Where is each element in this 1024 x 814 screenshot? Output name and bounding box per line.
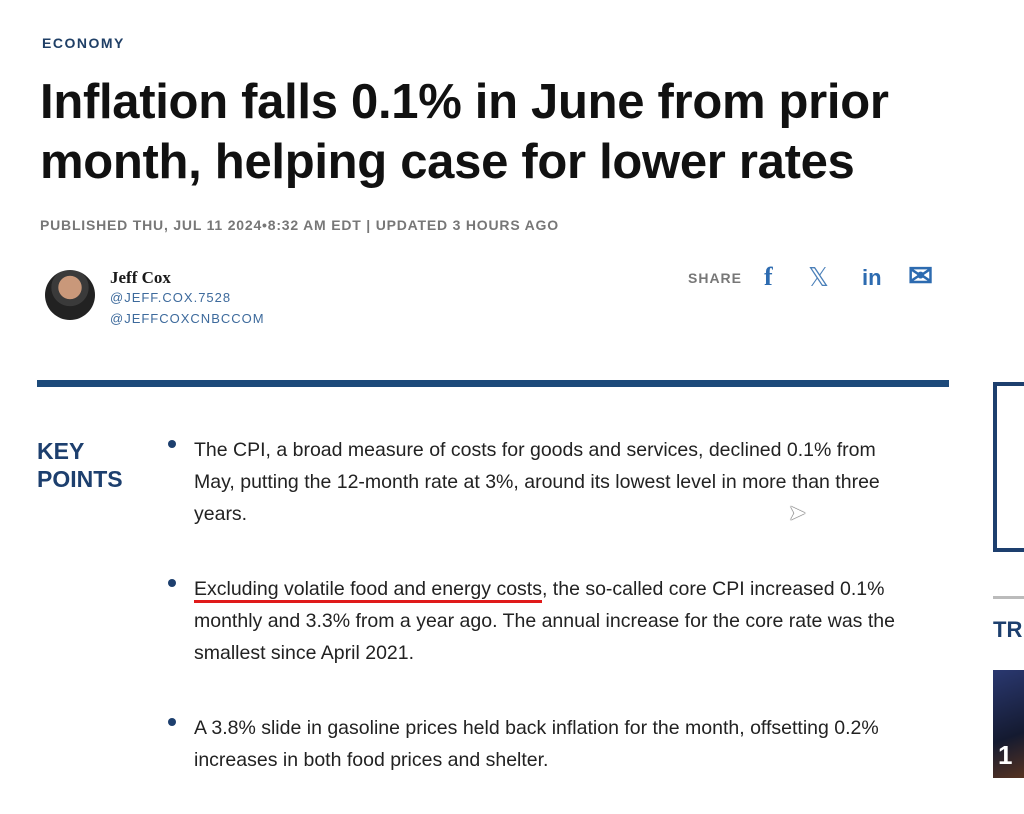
author-name[interactable]: Jeff Cox: [110, 268, 171, 287]
sidebar-divider: [993, 596, 1024, 599]
key-point: The CPI, a broad measure of costs for go…: [194, 439, 880, 525]
publish-meta: PUBLISHED THU, JUL 11 2024•8:32 AM EDT |…: [40, 217, 559, 233]
key-point-text: , the so-called core CPI increased 0.1% …: [194, 578, 895, 664]
author-handle-twitter[interactable]: @JEFFCOXCNBCCOM: [110, 311, 265, 326]
article-title: Inflation falls 0.1% in June from prior …: [40, 75, 889, 189]
x-icon[interactable]: 𝕏: [808, 262, 829, 292]
linkedin-icon[interactable]: in: [862, 265, 882, 290]
trending-thumbnail[interactable]: [993, 670, 1024, 778]
author-handle-facebook[interactable]: @JEFF.COX.7528: [110, 290, 232, 305]
key-points-heading: KEY POINTS: [37, 437, 123, 493]
key-points-heading-line2: POINTS: [37, 466, 123, 492]
share-label: SHARE: [688, 270, 743, 286]
author-avatar[interactable]: [45, 270, 95, 320]
key-point: Excluding volatile food and energy costs…: [194, 573, 904, 669]
mouse-cursor-icon: ➤: [788, 500, 807, 525]
email-icon[interactable]: ✉: [908, 260, 934, 293]
trending-rank: 1: [998, 740, 1013, 770]
underlined-phrase: Excluding volatile food and energy costs: [194, 578, 542, 603]
section-label[interactable]: ECONOMY: [42, 35, 125, 51]
key-points-heading-line1: KEY: [37, 438, 85, 464]
bullet-icon: [168, 579, 176, 587]
sidebar-box: [993, 382, 1024, 552]
divider: [37, 380, 949, 387]
bullet-icon: [168, 718, 176, 726]
key-point: A 3.8% slide in gasoline prices held bac…: [194, 717, 879, 771]
facebook-icon[interactable]: f: [764, 262, 773, 291]
trending-heading: TR: [993, 617, 1023, 642]
bullet-icon: [168, 440, 176, 448]
